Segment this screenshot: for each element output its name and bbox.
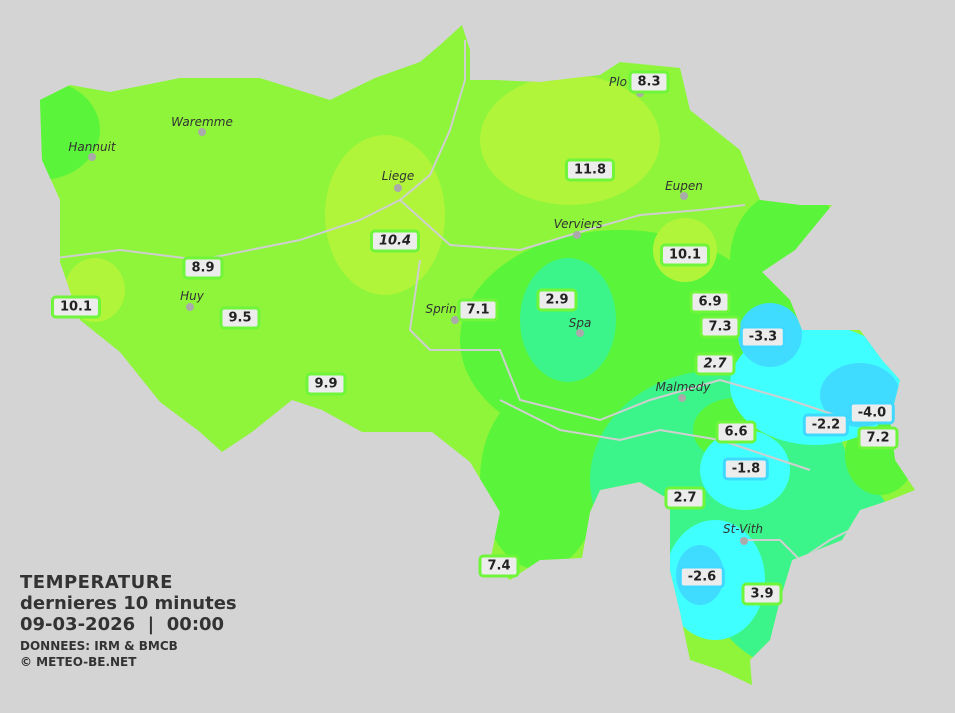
station-temperature[interactable]: 6.9 xyxy=(689,290,731,314)
city-label: Verviers xyxy=(553,217,603,231)
river-meuse xyxy=(40,40,466,262)
city-dot xyxy=(573,231,581,239)
contour-green xyxy=(480,390,600,570)
station-temperature[interactable]: -4.0 xyxy=(848,401,896,425)
station-temperature[interactable]: 7.4 xyxy=(478,554,520,578)
contour-green xyxy=(730,190,850,330)
city-label: Sprin xyxy=(425,302,457,316)
station-temperature[interactable]: -1.8 xyxy=(722,457,770,481)
city-label: Waremme xyxy=(171,115,233,129)
legend-datetime: 09-03-2026 | 00:00 xyxy=(20,614,225,635)
legend-source: DONNEES: IRM & BMCB xyxy=(20,639,178,653)
station-temperature[interactable]: 7.1 xyxy=(457,298,499,322)
contour-warm xyxy=(480,75,660,205)
station-temperature[interactable]: 10.1 xyxy=(659,243,711,267)
city-dot xyxy=(680,192,688,200)
station-temperature[interactable]: 8.3 xyxy=(628,70,670,94)
city-label: Eupen xyxy=(665,179,703,193)
station-temperature[interactable]: 9.5 xyxy=(219,306,261,330)
city-label: Spa xyxy=(568,316,592,330)
station-temperature[interactable]: 8.9 xyxy=(182,256,224,280)
station-temperature[interactable]: 2.7 xyxy=(664,486,706,510)
city-label: Huy xyxy=(180,289,204,303)
city-dot xyxy=(451,316,459,324)
city-label: Plo xyxy=(609,75,627,89)
station-temperature[interactable]: 2.7 xyxy=(694,352,736,376)
city-dot xyxy=(186,303,194,311)
station-temperature[interactable]: 7.3 xyxy=(699,315,741,339)
station-temperature[interactable]: 3.9 xyxy=(741,582,783,606)
station-temperature[interactable]: -2.6 xyxy=(678,565,726,589)
legend-title: TEMPERATURE xyxy=(20,572,173,593)
river-ourthe xyxy=(408,259,851,422)
city-label: Liege xyxy=(381,169,415,183)
legend: TEMPERATURE dernieres 10 minutes 09-03-2… xyxy=(20,572,237,669)
station-temperature[interactable]: 2.9 xyxy=(536,288,578,312)
city-label: Malmedy xyxy=(655,380,711,394)
legend-subtitle: dernieres 10 minutes xyxy=(20,593,237,614)
station-temperature[interactable]: -2.2 xyxy=(802,413,850,437)
station-temperature[interactable]: 10.1 xyxy=(50,295,102,319)
city-label: St-Vith xyxy=(722,522,764,536)
city-label: Hannuit xyxy=(68,140,116,154)
city-dot xyxy=(198,128,206,136)
river-amblève xyxy=(499,399,811,471)
station-temperature[interactable]: -3.3 xyxy=(739,325,787,349)
station-temperature[interactable]: 9.9 xyxy=(305,372,347,396)
city-dot xyxy=(740,537,748,545)
city-dot xyxy=(678,394,686,402)
contour-warm xyxy=(325,135,445,295)
station-temperature[interactable]: 11.8 xyxy=(564,158,616,182)
city-dot xyxy=(576,329,584,337)
city-dot xyxy=(88,153,96,161)
station-temperature[interactable]: 6.6 xyxy=(715,420,757,444)
station-temperature[interactable]: 7.2 xyxy=(857,426,899,450)
contour-green xyxy=(40,80,100,180)
station-temperature[interactable]: 10.4 xyxy=(369,229,421,253)
legend-copyright: © METEO-BE.NET xyxy=(20,655,137,669)
city-dot xyxy=(394,184,402,192)
